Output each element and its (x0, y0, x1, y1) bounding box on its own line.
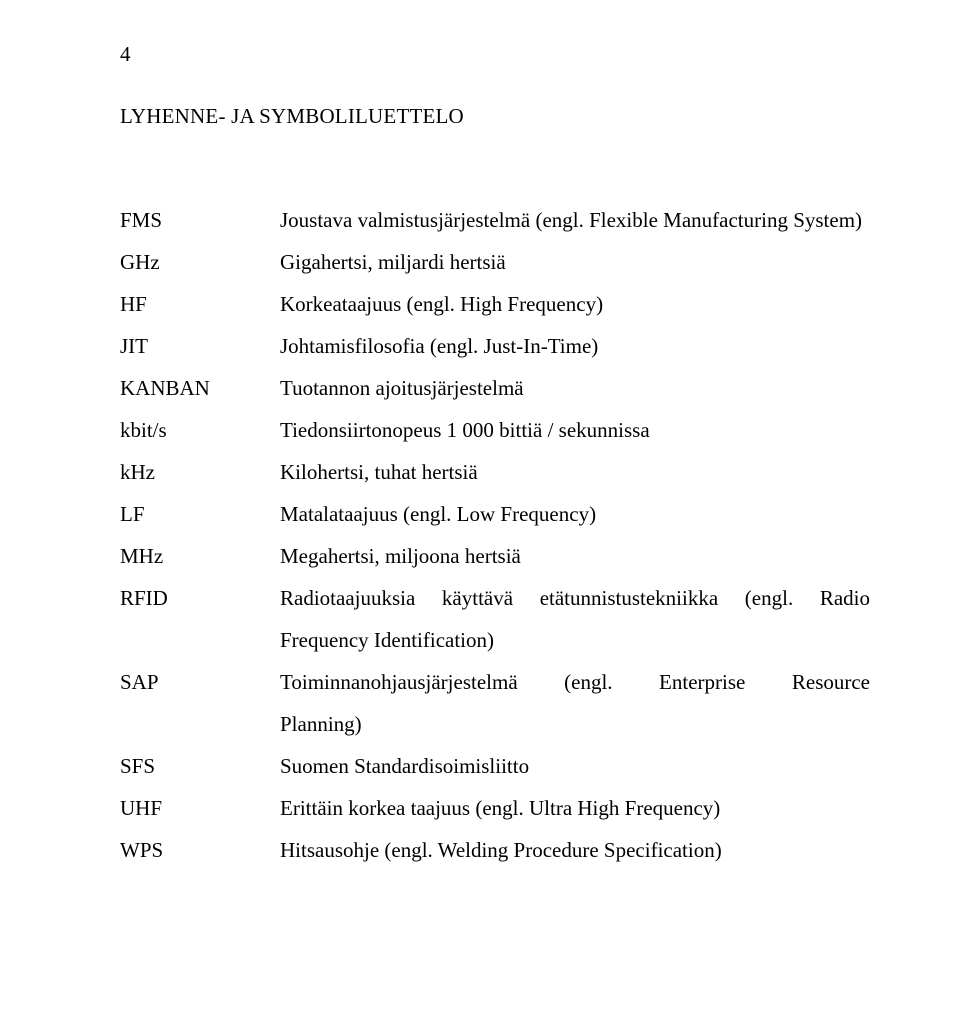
abbreviation-term: SFS (120, 745, 280, 787)
abbreviation-term: SAP (120, 661, 280, 703)
abbreviation-definition: Megahertsi, miljoona hertsiä (280, 535, 870, 577)
abbreviation-term: GHz (120, 241, 280, 283)
abbreviation-definition: Radiotaajuuksia käyttävä etätunnistustek… (280, 577, 870, 661)
abbreviation-term: kHz (120, 451, 280, 493)
abbreviation-entry: UHFErittäin korkea taajuus (engl. Ultra … (120, 787, 870, 829)
abbreviation-definition: Johtamisfilosofia (engl. Just-In-Time) (280, 325, 870, 367)
abbreviation-term: kbit/s (120, 409, 280, 451)
abbreviation-definition: Tiedonsiirtonopeus 1 000 bittiä / sekunn… (280, 409, 870, 451)
abbreviation-entry: RFIDRadiotaajuuksia käyttävä etätunnistu… (120, 577, 870, 661)
abbreviation-term: MHz (120, 535, 280, 577)
abbreviation-definition: Suomen Standardisoimisliitto (280, 745, 870, 787)
abbreviation-entry: KANBANTuotannon ajoitusjärjestelmä (120, 367, 870, 409)
page-number: 4 (120, 42, 131, 67)
abbreviation-entry: SAPToiminnanohjausjärjestelmä (engl. Ent… (120, 661, 870, 745)
abbreviation-definition: Hitsausohje (engl. Welding Procedure Spe… (280, 829, 870, 871)
abbreviation-entry: MHzMegahertsi, miljoona hertsiä (120, 535, 870, 577)
abbreviation-entry: FMSJoustava valmistusjärjestelmä (engl. … (120, 199, 870, 241)
abbreviation-entry: LFMatalataajuus (engl. Low Frequency) (120, 493, 870, 535)
abbreviation-term: UHF (120, 787, 280, 829)
abbreviation-definition: Gigahertsi, miljardi hertsiä (280, 241, 870, 283)
abbreviation-term: JIT (120, 325, 280, 367)
abbreviation-definition: Erittäin korkea taajuus (engl. Ultra Hig… (280, 787, 870, 829)
abbreviation-entry: WPSHitsausohje (engl. Welding Procedure … (120, 829, 870, 871)
abbreviation-definition: Matalataajuus (engl. Low Frequency) (280, 493, 870, 535)
abbreviation-term: KANBAN (120, 367, 280, 409)
abbreviation-term: WPS (120, 829, 280, 871)
page-heading: LYHENNE- JA SYMBOLILUETTELO (120, 104, 870, 129)
abbreviation-list: FMSJoustava valmistusjärjestelmä (engl. … (120, 199, 870, 871)
abbreviation-term: FMS (120, 199, 280, 241)
abbreviation-entry: kbit/sTiedonsiirtonopeus 1 000 bittiä / … (120, 409, 870, 451)
abbreviation-definition: Tuotannon ajoitusjärjestelmä (280, 367, 870, 409)
abbreviation-term: RFID (120, 577, 280, 619)
abbreviation-term: HF (120, 283, 280, 325)
abbreviation-entry: JITJohtamisfilosofia (engl. Just-In-Time… (120, 325, 870, 367)
abbreviation-entry: SFSSuomen Standardisoimisliitto (120, 745, 870, 787)
abbreviation-entry: HFKorkeataajuus (engl. High Frequency) (120, 283, 870, 325)
abbreviation-definition: Kilohertsi, tuhat hertsiä (280, 451, 870, 493)
abbreviation-definition: Joustava valmistusjärjestelmä (engl. Fle… (280, 199, 870, 241)
document-page: 4 LYHENNE- JA SYMBOLILUETTELO FMSJoustav… (0, 0, 960, 1012)
abbreviation-entry: GHzGigahertsi, miljardi hertsiä (120, 241, 870, 283)
abbreviation-definition: Toiminnanohjausjärjestelmä (engl. Enterp… (280, 661, 870, 745)
abbreviation-entry: kHzKilohertsi, tuhat hertsiä (120, 451, 870, 493)
abbreviation-term: LF (120, 493, 280, 535)
abbreviation-definition: Korkeataajuus (engl. High Frequency) (280, 283, 870, 325)
